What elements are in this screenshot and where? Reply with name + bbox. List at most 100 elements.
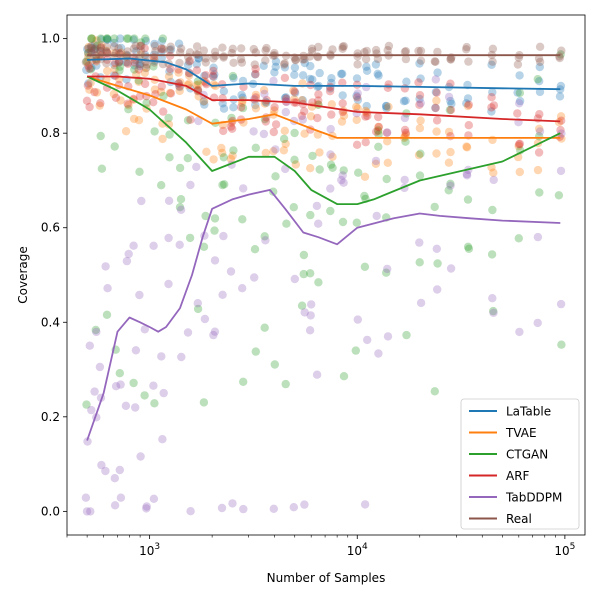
scatter-point [200, 100, 209, 109]
scatter-point [157, 47, 166, 57]
scatter-point [174, 68, 183, 77]
scatter-point [102, 42, 111, 52]
scatter-point [136, 452, 145, 461]
scatter-point [282, 94, 291, 103]
scatter-point [159, 388, 168, 398]
scatter-point [82, 96, 92, 106]
scatter-point [401, 54, 411, 64]
scatter-point [446, 147, 455, 157]
scatter-point [166, 89, 176, 98]
scatter-point [382, 128, 392, 137]
scatter-point [150, 58, 159, 67]
scatter-point [136, 46, 146, 55]
scatter-point [271, 57, 281, 66]
scatter-point [158, 435, 167, 444]
scatter-point [415, 94, 424, 104]
scatter-point [338, 217, 348, 227]
scatter-point [250, 273, 259, 282]
x-tick-label: 103 [139, 542, 160, 558]
scatter-point [102, 34, 112, 43]
scatter-point [515, 88, 525, 98]
scatter-point [556, 81, 566, 91]
series-line-tvae [86, 75, 561, 139]
scatter-point [281, 93, 291, 102]
scatter-point [141, 57, 150, 67]
scatter-point [360, 262, 370, 271]
scatter-point [136, 59, 145, 69]
scatter-point [415, 100, 424, 110]
scatter-point [96, 99, 105, 108]
scatter-point [300, 308, 309, 317]
scatter-point [90, 44, 99, 54]
scatter-point [382, 104, 391, 113]
scatter-point [533, 318, 542, 328]
scatter-point [297, 96, 307, 105]
scatter-point [186, 115, 195, 124]
scatter-point [337, 69, 346, 79]
scatter-point [176, 44, 186, 53]
scatter-point [415, 124, 425, 133]
scatter-point [261, 236, 270, 245]
scatter-point [218, 99, 227, 108]
scatter-point [122, 58, 131, 67]
scatter-point [114, 58, 123, 67]
scatter-point [306, 112, 316, 121]
scatter-point [135, 167, 144, 176]
scatter-point [185, 233, 195, 243]
scatter-point [352, 115, 361, 125]
scatter-point [488, 294, 497, 303]
scatter-point [271, 62, 280, 71]
scatter-point [96, 47, 105, 56]
scatter-point [164, 196, 174, 205]
scatter-point [102, 310, 112, 319]
scatter-point [109, 89, 119, 99]
scatter-point [85, 64, 94, 73]
scatter-point [352, 109, 361, 118]
scatter-point [123, 47, 132, 56]
scatter-point [300, 55, 309, 64]
scatter-point [239, 504, 248, 514]
scatter-point [372, 211, 381, 221]
scatter-point [111, 93, 121, 103]
scatter-point [339, 178, 348, 187]
scatter-point [186, 507, 195, 516]
scatter-point [193, 304, 203, 314]
scatter-point [164, 113, 173, 123]
scatter-point [300, 129, 309, 138]
scatter-point [96, 131, 105, 141]
scatter-point [210, 256, 220, 265]
scatter-point [306, 269, 315, 278]
scatter-point [489, 175, 498, 185]
series-line-arf [87, 75, 561, 123]
scatter-point [199, 97, 209, 106]
scatter-point [175, 58, 184, 68]
scatter-point [270, 360, 279, 369]
scatter-point [306, 210, 315, 220]
scatter-point [194, 54, 203, 63]
scatter-point [183, 154, 192, 163]
scatter-point [251, 69, 260, 79]
scatter-point [192, 162, 201, 172]
scatter-point [87, 63, 96, 73]
scatter-point [382, 174, 391, 184]
scatter-point [315, 68, 324, 78]
scatter-point [251, 100, 260, 110]
scatter-point [462, 99, 471, 108]
scatter-point [307, 47, 317, 56]
scatter-point [430, 202, 439, 212]
scatter-point [535, 57, 545, 67]
scatter-point [209, 63, 218, 72]
scatter-point [416, 56, 426, 65]
scatter-point [208, 71, 218, 81]
scatter-point [193, 299, 202, 308]
scatter-point [157, 44, 166, 54]
scatter-point [535, 77, 544, 86]
scatter-point [270, 106, 279, 115]
scatter-point [432, 149, 441, 158]
scatter-point [338, 91, 347, 100]
scatter-point [400, 84, 410, 93]
scatter-point [185, 69, 194, 78]
scatter-point [202, 147, 211, 156]
scatter-point [228, 151, 237, 160]
scatter-point [175, 86, 184, 96]
